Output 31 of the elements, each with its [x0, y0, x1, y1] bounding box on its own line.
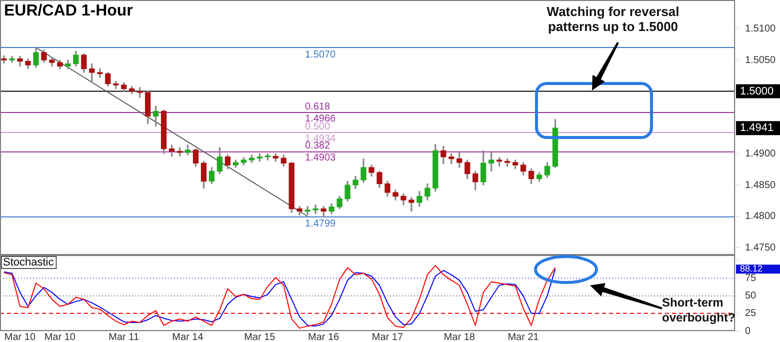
y-tick-label: 1.4850	[745, 180, 776, 191]
y-tick-label: 25	[745, 308, 757, 320]
x-tick-label: Mar 21	[508, 332, 540, 342]
x-tick-label: Mar 10	[4, 332, 36, 342]
x-tick-label: Mar 18	[444, 332, 476, 342]
ref-line-label: 0.382 1.4903	[305, 140, 336, 164]
x-tick-label: Mar 10	[44, 332, 76, 342]
y-tick-label: 75	[745, 272, 757, 284]
ref-line-label: 1.5070	[305, 49, 336, 60]
x-tick-label: Mar 16	[308, 332, 340, 342]
chart-title: EUR/CAD 1-Hour	[4, 2, 133, 20]
x-tick-label: Mar 11	[108, 332, 140, 342]
x-tick-label: Mar 17	[372, 332, 404, 342]
y-tick-label: 1.5050	[745, 54, 776, 66]
text: 88.12	[740, 264, 763, 274]
chart-title: Stochastic	[3, 256, 54, 269]
y-tick-label: 1.4900	[745, 148, 776, 160]
candlestick	[408, 197, 414, 212]
x-tick-label: Mar 14	[172, 332, 204, 342]
y-tick-label: 50	[745, 290, 757, 302]
annotation: 1.5000	[740, 85, 774, 98]
y-tick-label: 1.5100	[745, 24, 776, 34]
candlestick	[312, 204, 318, 214]
annotation: Watching for reversal patterns up to 1.5000	[546, 4, 680, 34]
x-tick-label: Mar 15	[244, 332, 276, 342]
y-tick-label: 1.4800	[745, 211, 776, 222]
y-tick-label: 0	[745, 326, 751, 337]
annotation: 1.4941	[740, 122, 774, 134]
ref-line-label: 1.4799	[305, 218, 336, 230]
annotation: Short-term overbought?	[662, 295, 736, 324]
y-tick-label: 1.4750	[745, 242, 776, 254]
